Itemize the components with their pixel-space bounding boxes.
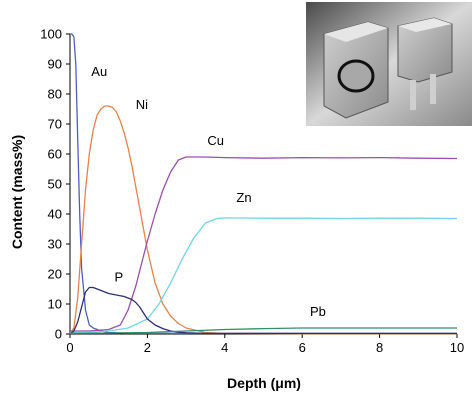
series-label-cu: Cu [207, 133, 224, 148]
x-axis-title: Depth (μm) [227, 375, 301, 391]
y-tick-label: 90 [48, 57, 62, 72]
series-line-zn [70, 217, 458, 334]
photo-of-two-connector-pins-icon [306, 2, 472, 126]
series-line-pb [69, 327, 457, 335]
x-tick-label: 0 [66, 340, 73, 355]
series-label-p: P [115, 270, 124, 285]
x-tick-label: 8 [376, 340, 383, 355]
x-tick-label: 6 [299, 340, 306, 355]
x-tick-label: 4 [221, 340, 228, 355]
y-tick-label: 10 [48, 297, 62, 312]
series-line-ni [69, 105, 457, 335]
y-tick-label: 70 [48, 117, 62, 132]
series-lines [69, 33, 458, 335]
series-line-p [69, 286, 457, 335]
y-tick-label: 40 [48, 207, 62, 222]
y-tick-label: 30 [48, 237, 62, 252]
y-tick-label: 60 [48, 147, 62, 162]
x-tick-label: 2 [144, 340, 151, 355]
series-labels: Au Ni Cu Zn P Pb [91, 64, 326, 319]
connector-pins-photo [306, 2, 472, 126]
axes: 0 10 20 30 40 50 60 70 80 90 100 0 2 4 6 8 10 [40, 27, 464, 356]
y-tick-label: 80 [48, 87, 62, 102]
series-label-au: Au [91, 64, 107, 79]
y-tick-label: 100 [40, 27, 62, 42]
y-tick-label: 20 [48, 267, 62, 282]
series-line-cu [70, 156, 458, 332]
y-tick-label: 0 [55, 327, 62, 342]
series-label-zn: Zn [236, 190, 251, 205]
y-tick-label: 50 [48, 177, 62, 192]
series-label-ni: Ni [136, 97, 148, 112]
x-tick-label: 10 [450, 340, 464, 355]
y-axis-title: Content (mass%) [9, 135, 25, 249]
series-label-pb: Pb [310, 304, 326, 319]
